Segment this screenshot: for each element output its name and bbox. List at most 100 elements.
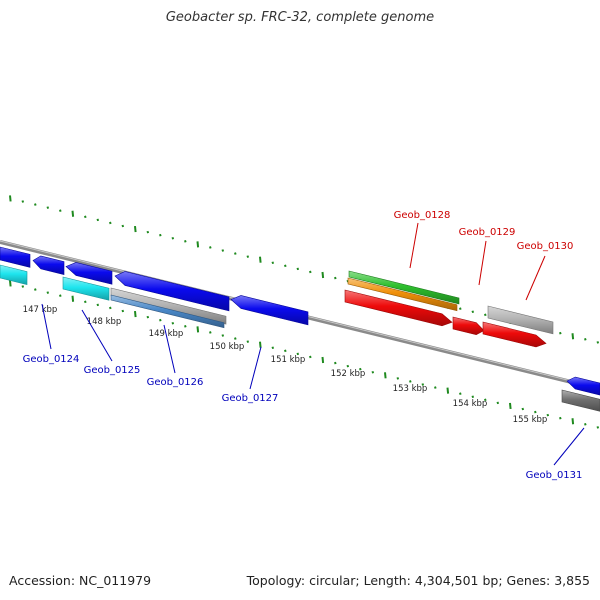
lower-ruler-tick (9, 280, 12, 287)
upper-ruler-tick (21, 200, 25, 203)
gene-geob-0131-arrow (566, 376, 600, 396)
upper-ruler-tick (271, 261, 275, 265)
upper-ruler-tick (309, 270, 312, 274)
gene-geob-0122-arrow (0, 246, 31, 268)
lower-ruler-tick (471, 395, 475, 399)
gene-geob-0131-gray (561, 389, 600, 412)
gene-geob-0123-arrow (32, 255, 65, 275)
gene-label-leader (409, 222, 419, 269)
lower-ruler-tick (246, 340, 250, 343)
upper-ruler-tick (209, 246, 212, 249)
upper-ruler-tick (559, 331, 562, 335)
lower-ruler-tick (534, 410, 537, 414)
lower-ruler-tick (271, 346, 275, 350)
gene-geob-0123b-arrow (65, 262, 113, 285)
upper-ruler-tick (46, 206, 50, 209)
gene-geob-0125-arrow (62, 276, 110, 301)
upper-ruler-tick (146, 230, 150, 234)
gene-label-leader (553, 427, 585, 466)
tick-label: 151 kbp (271, 355, 306, 365)
gene-label-leader (478, 240, 487, 286)
lower-ruler-tick (46, 291, 50, 294)
gene-geob-0128-arrow (344, 289, 453, 327)
upper-ruler-tick (84, 215, 87, 219)
tick-label: 148 kbp (87, 317, 122, 327)
tick-label: 152 kbp (331, 369, 366, 379)
upper-ruler-tick (9, 195, 12, 202)
upper-ruler-tick (571, 333, 575, 340)
gene-geob-0130-gray (487, 305, 554, 335)
tick-label: 147 kbp (23, 305, 58, 315)
lower-ruler-tick (484, 398, 487, 402)
upper-ruler-tick (196, 241, 200, 248)
gene-label: Geob_0124 (23, 354, 80, 365)
lower-ruler-tick (21, 285, 25, 288)
upper-ruler-tick (234, 252, 237, 255)
lower-ruler-tick (159, 318, 162, 322)
upper-ruler-tick (459, 307, 462, 310)
gene-label: Geob_0129 (459, 227, 516, 238)
lower-ruler-tick (421, 383, 425, 386)
lower-ruler-tick (96, 303, 100, 307)
lower-ruler-tick (296, 352, 300, 356)
upper-ruler-tick (59, 209, 62, 212)
gene-geob-0130-arrow (482, 321, 547, 348)
upper-ruler-tick (96, 218, 100, 222)
gene-geob-0127-arrow (230, 295, 309, 326)
upper-ruler-tick (321, 271, 325, 279)
lower-ruler-tick (84, 300, 87, 304)
lower-ruler-tick (509, 402, 512, 410)
lower-ruler-tick (409, 380, 412, 383)
gene-label-leader (41, 303, 52, 350)
lower-ruler-tick (221, 334, 225, 337)
accession-text: Accession: NC_011979 (9, 573, 152, 588)
upper-ruler-tick (171, 236, 175, 240)
tick-label: 153 kbp (393, 384, 428, 394)
lower-ruler-tick (546, 413, 550, 417)
gene-label: Geob_0127 (222, 393, 279, 404)
upper-ruler-tick (134, 225, 137, 233)
upper-ruler-tick (284, 264, 287, 268)
lower-ruler-tick (446, 387, 450, 394)
map-title: Geobacter sp. FRC-32, complete genome (165, 10, 435, 25)
lower-ruler-tick (134, 310, 137, 318)
genome-summary-text: Topology: circular; Length: 4,304,501 bp… (246, 573, 590, 588)
upper-ruler-tick (34, 203, 37, 206)
gene-label: Geob_0128 (394, 210, 451, 221)
lower-ruler-tick (71, 295, 75, 302)
lower-ruler-tick (496, 401, 500, 405)
gene-geob-0126-steel (110, 294, 225, 329)
lower-ruler-tick (234, 337, 237, 340)
lower-ruler-tick (559, 416, 562, 420)
upper-ruler-tick (296, 267, 300, 271)
tick-layer (9, 195, 600, 429)
feature-layer (0, 240, 600, 412)
gene-label: Geob_0125 (84, 365, 141, 376)
lower-ruler-tick (596, 426, 600, 429)
gene-geob-0124-arrow (0, 264, 28, 285)
lower-ruler-tick (184, 325, 187, 328)
upper-ruler-tick (471, 310, 475, 314)
upper-ruler-tick (71, 210, 75, 217)
tick-label: 150 kbp (210, 342, 245, 352)
gene-label-leader (81, 309, 113, 362)
upper-ruler-tick (246, 255, 250, 258)
lower-ruler-tick (209, 331, 212, 334)
tick-label: 154 kbp (453, 399, 488, 409)
lower-ruler-tick (584, 423, 587, 426)
upper-ruler-tick (334, 276, 337, 280)
lower-ruler-tick (321, 356, 325, 364)
gene-label: Geob_0126 (147, 377, 204, 388)
gene-geob-0127a-arrow (114, 271, 230, 312)
lower-ruler-tick (346, 364, 350, 368)
upper-ruler-tick (259, 256, 262, 263)
upper-ruler-tick (596, 341, 600, 344)
lower-ruler-tick (359, 367, 362, 371)
gene-label: Geob_0131 (526, 470, 583, 481)
gene-label: Geob_0130 (517, 241, 574, 252)
upper-ruler-tick (159, 233, 162, 237)
gene-geob-0129-arrow (452, 316, 485, 336)
gene-label-leader (249, 346, 262, 390)
upper-ruler-tick (584, 338, 587, 341)
